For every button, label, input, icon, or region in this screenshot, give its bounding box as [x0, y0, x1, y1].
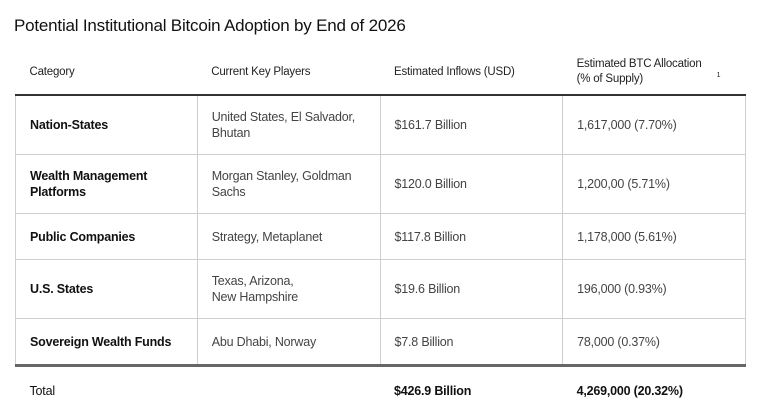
- cell-category: Sovereign Wealth Funds: [15, 318, 198, 367]
- table-row: Public Companies Strategy, Metaplanet $1…: [15, 213, 746, 260]
- total-row: Total $426.9 Billion 4,269,000 (20.32%): [16, 366, 746, 415]
- cell-players: Strategy, Metaplanet: [196, 213, 381, 260]
- cell-inflows: $117.8 Billion: [379, 213, 564, 260]
- cell-players: Abu Dhabi, Norway: [196, 318, 381, 367]
- header-allocation: Estimated BTC Allocation (% of Supply) 1: [562, 50, 746, 96]
- table-row: U.S. States Texas, Arizona, New Hampshir…: [15, 259, 746, 319]
- cell-category: Wealth Management Platforms: [15, 154, 198, 214]
- adoption-table: Category Current Key Players Estimated I…: [15, 50, 746, 415]
- page-title: Potential Institutional Bitcoin Adoption…: [14, 16, 406, 35]
- table-row: Wealth Management Platforms Morgan Stanl…: [15, 154, 746, 214]
- cell-allocation: 1,178,000 (5.61%): [562, 213, 746, 260]
- cell-category: Nation-States: [15, 94, 198, 155]
- cell-allocation: 1,617,000 (7.70%): [562, 94, 746, 155]
- cell-allocation: 1,200,00 (5.71%): [562, 154, 746, 214]
- header-players: Current Key Players: [197, 50, 381, 96]
- cell-inflows: $161.7 Billion: [379, 94, 564, 155]
- cell-category: U.S. States: [15, 259, 198, 319]
- cell-allocation: 196,000 (0.93%): [562, 259, 746, 319]
- total-allocation: 4,269,000 (20.32%): [576, 384, 683, 398]
- table-row: Nation-States United States, El Salvador…: [15, 94, 746, 155]
- cell-inflows: $7.8 Billion: [379, 318, 564, 367]
- cell-inflows: $120.0 Billion: [379, 154, 564, 214]
- footnote-marker: 1: [716, 72, 721, 80]
- total-empty: [197, 366, 380, 415]
- cell-inflows: $19.6 Billion: [379, 259, 564, 319]
- header-allocation-label: Estimated BTC Allocation (% of Supply): [576, 58, 702, 85]
- total-label: Total: [29, 384, 56, 398]
- header-category: Category: [15, 50, 198, 96]
- table-header-row: Category Current Key Players Estimated I…: [15, 50, 746, 96]
- header-inflows: Estimated Inflows (USD): [380, 50, 563, 96]
- cell-players: Morgan Stanley, Goldman Sachs: [196, 154, 381, 214]
- cell-category: Public Companies: [15, 213, 198, 260]
- cell-players: United States, El Salvador, Bhutan: [196, 94, 381, 155]
- cell-allocation: 78,000 (0.37%): [562, 318, 746, 367]
- cell-players: Texas, Arizona, New Hampshire: [196, 259, 381, 319]
- total-inflows: $426.9 Billion: [394, 384, 472, 398]
- table-row: Sovereign Wealth Funds Abu Dhabi, Norway…: [15, 318, 746, 367]
